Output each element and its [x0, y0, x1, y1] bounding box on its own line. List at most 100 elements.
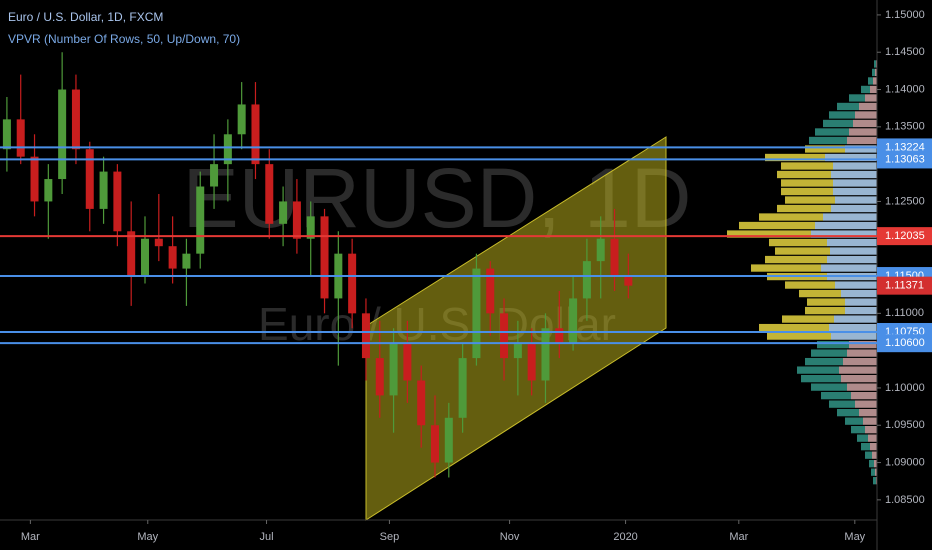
vpvr-up-bar — [805, 306, 845, 315]
candle-body — [513, 343, 522, 359]
vpvr-down-bar — [873, 77, 877, 85]
vpvr-down-bar — [835, 281, 877, 289]
x-tick-label: Jul — [259, 531, 273, 543]
vpvr-up-bar — [805, 145, 845, 153]
vpvr-up-bar — [785, 281, 835, 289]
vpvr-up-bar — [797, 366, 839, 374]
vpvr-down-bar — [865, 426, 877, 434]
vpvr-up-bar — [871, 468, 875, 476]
candle-body — [486, 268, 495, 314]
vpvr-up-bar — [781, 179, 833, 187]
vpvr-down-bar — [870, 85, 877, 94]
x-tick-label: May — [844, 531, 865, 543]
candle-body — [182, 253, 191, 269]
y-tick-label: 1.09500 — [885, 419, 925, 431]
candle-body — [223, 134, 232, 165]
vpvr-up-bar — [799, 289, 841, 298]
candle-body — [85, 149, 94, 209]
y-tick-label: 1.10000 — [885, 382, 925, 394]
vpvr-down-bar — [868, 434, 877, 442]
candle-body — [16, 119, 25, 157]
candle-body — [361, 313, 370, 359]
y-tick-label: 1.14000 — [885, 83, 925, 95]
candle-body — [624, 276, 633, 286]
candle-body — [292, 201, 301, 239]
vpvr-down-bar — [831, 332, 877, 340]
vpvr-down-bar — [847, 383, 877, 391]
candle-body — [417, 380, 426, 426]
vpvr-up-bar — [781, 187, 833, 196]
vpvr-down-bar — [859, 102, 877, 111]
vpvr-down-bar — [845, 306, 877, 315]
vpvr-down-bar — [823, 213, 877, 221]
vpvr-up-bar — [785, 196, 835, 204]
candle-body — [389, 343, 398, 396]
vpvr-up-bar — [765, 153, 825, 162]
candle-body — [30, 156, 39, 202]
vpvr-up-bar — [837, 408, 859, 417]
vpvr-up-bar — [739, 221, 815, 230]
vpvr-down-bar — [841, 374, 877, 383]
candle-body — [431, 425, 439, 463]
candle-body — [320, 216, 329, 299]
x-tick-label: 2020 — [613, 531, 637, 543]
candle-body — [403, 343, 412, 381]
level-label-box — [877, 227, 932, 246]
candle-body — [279, 201, 288, 224]
y-tick-label: 1.11000 — [885, 307, 924, 319]
level-label-box — [877, 150, 932, 169]
vpvr-up-bar — [751, 264, 821, 272]
candle-body — [2, 119, 11, 150]
vpvr-down-bar — [821, 264, 877, 272]
vpvr-up-bar — [823, 119, 853, 128]
vpvr-up-bar — [857, 434, 868, 442]
x-tick-label: Mar — [21, 531, 40, 543]
vpvr-down-bar — [834, 315, 877, 323]
vpvr-down-bar — [811, 230, 877, 238]
vpvr-down-bar — [865, 94, 877, 102]
candle-body — [596, 238, 605, 262]
candle-body — [527, 343, 536, 381]
vpvr-up-bar — [829, 400, 855, 408]
vpvr-up-bar — [845, 417, 863, 425]
vpvr-up-bar — [809, 136, 847, 145]
vpvr-up-bar — [817, 340, 849, 349]
vpvr-down-bar — [875, 68, 877, 77]
vpvr-up-bar — [861, 443, 870, 451]
vpvr-up-bar — [801, 374, 841, 383]
vpvr-up-bar — [769, 238, 827, 247]
vpvr-down-bar — [845, 145, 877, 153]
vpvr-down-bar — [835, 196, 877, 204]
candle-body — [555, 328, 564, 344]
candle-body — [348, 253, 357, 314]
vpvr-up-bar — [759, 213, 823, 221]
vpvr-down-bar — [833, 179, 877, 187]
vpvr-down-bar — [870, 443, 877, 451]
vpvr-down-bar — [843, 357, 877, 366]
vpvr-down-bar — [874, 460, 877, 468]
vpvr-up-bar — [821, 391, 851, 400]
vpvr-down-bar — [831, 170, 877, 179]
vpvr-up-bar — [807, 298, 845, 306]
candle-body — [44, 179, 53, 202]
candle-body — [141, 238, 149, 277]
candle-body — [127, 231, 136, 277]
vpvr-up-bar — [861, 85, 870, 94]
vpvr-down-bar — [815, 221, 877, 230]
vpvr-up-bar — [759, 323, 829, 332]
vpvr-up-bar — [777, 204, 831, 213]
candle-body — [610, 238, 619, 277]
candle-body — [99, 171, 108, 209]
candle-body — [582, 261, 591, 299]
vpvr-down-bar — [833, 162, 877, 170]
vpvr-down-bar — [875, 468, 877, 476]
x-tick-label: May — [137, 531, 158, 543]
vpvr-up-bar — [811, 383, 847, 391]
vpvr-up-bar — [775, 247, 830, 255]
candle-body — [237, 104, 246, 135]
candle-body — [500, 313, 509, 359]
vpvr-up-bar — [777, 170, 831, 179]
candle-body — [375, 358, 384, 396]
level-label: 1.12035 — [885, 230, 925, 242]
